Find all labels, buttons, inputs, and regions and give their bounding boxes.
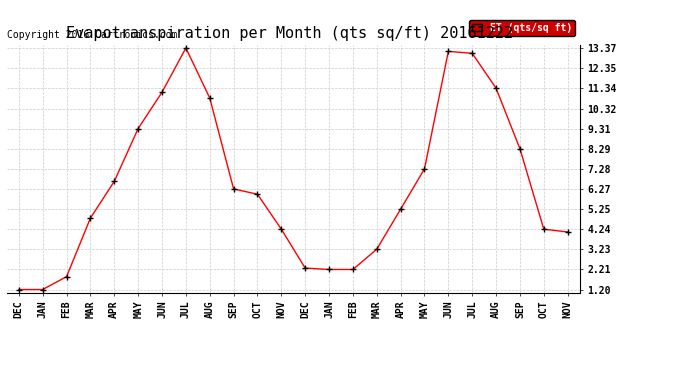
Text: Copyright 2016 Cartronics.com: Copyright 2016 Cartronics.com — [7, 30, 177, 40]
Text: Evapotranspiration per Month (qts sq/ft) 20161222: Evapotranspiration per Month (qts sq/ft)… — [66, 26, 513, 41]
Legend: ET (qts/sq ft): ET (qts/sq ft) — [469, 20, 575, 36]
